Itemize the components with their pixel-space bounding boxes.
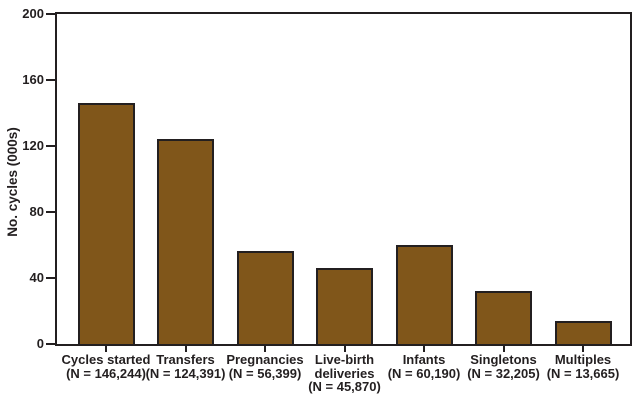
y-tick-label: 160 (22, 72, 44, 87)
bar-transfers (157, 139, 214, 346)
bar-infants (395, 245, 453, 346)
y-axis-title: No. cycles (000s) (4, 82, 22, 282)
x-tick-label-line: (N = 45,870) (308, 379, 381, 394)
y-tick (46, 145, 55, 147)
x-tick-label-line: (N = 146,244) (66, 365, 146, 381)
x-tick-label-infants: Infants (N = 60,190) (364, 353, 484, 380)
y-tick (46, 13, 55, 15)
x-tick (343, 346, 346, 352)
x-tick-label-line: Transfers (156, 352, 215, 367)
x-tick-label-line: Singletons (470, 352, 537, 367)
x-tick-label-singletons: Singletons (N = 32,205) (444, 353, 564, 380)
x-tick-label-line: Pregnancies (226, 352, 304, 367)
x-tick-label-multiples: Multiples (N = 13,665) (523, 353, 636, 380)
x-tick-label-line: (N = 60,190) (387, 365, 461, 381)
x-tick-label-line: (N = 13,665) (546, 365, 620, 381)
y-tick (46, 343, 55, 345)
x-tick-label-line: Multiples (554, 352, 612, 367)
bar-cycles-started (77, 103, 135, 346)
x-tick-label-line: Cycles started (61, 352, 151, 367)
x-tick-label-line: (N = 56,399) (228, 365, 302, 381)
y-tick-label: 0 (36, 336, 44, 351)
x-tick (582, 346, 584, 352)
bar-singletons (475, 291, 532, 346)
x-tick-label-line: Live-birth (314, 352, 375, 367)
x-tick (105, 346, 107, 352)
x-tick-label-line: (N = 124,391) (145, 365, 226, 381)
x-tick (184, 346, 187, 352)
y-tick (46, 211, 55, 213)
x-tick (502, 346, 505, 352)
x-tick (423, 346, 425, 352)
y-tick-label: 40 (29, 270, 44, 285)
x-tick-label-line: Infants (402, 352, 446, 367)
bar-live-birth-deliveries (316, 268, 373, 346)
x-tick-label-transfers: Transfers (N = 124,391) (126, 353, 246, 380)
x-tick-label-live-birth-deliveries: Live-birth deliveries (N = 45,870) (285, 353, 405, 394)
x-tick-label-pregnancies: Pregnancies (N = 56,399) (205, 353, 325, 380)
y-tick (46, 277, 55, 279)
x-tick (264, 346, 266, 352)
x-tick-label-line: deliveries (314, 365, 375, 381)
x-tick-label-cycles-started: Cycles started (N = 146,244) (46, 353, 166, 380)
x-tick-label-line: (N = 32,205) (467, 365, 540, 381)
bar-multiples (554, 321, 612, 346)
y-tick-label: 200 (22, 6, 44, 21)
y-tick-label: 120 (22, 138, 44, 153)
bar-pregnancies (236, 251, 294, 346)
y-tick (46, 79, 55, 81)
y-tick-label: 80 (29, 204, 44, 219)
